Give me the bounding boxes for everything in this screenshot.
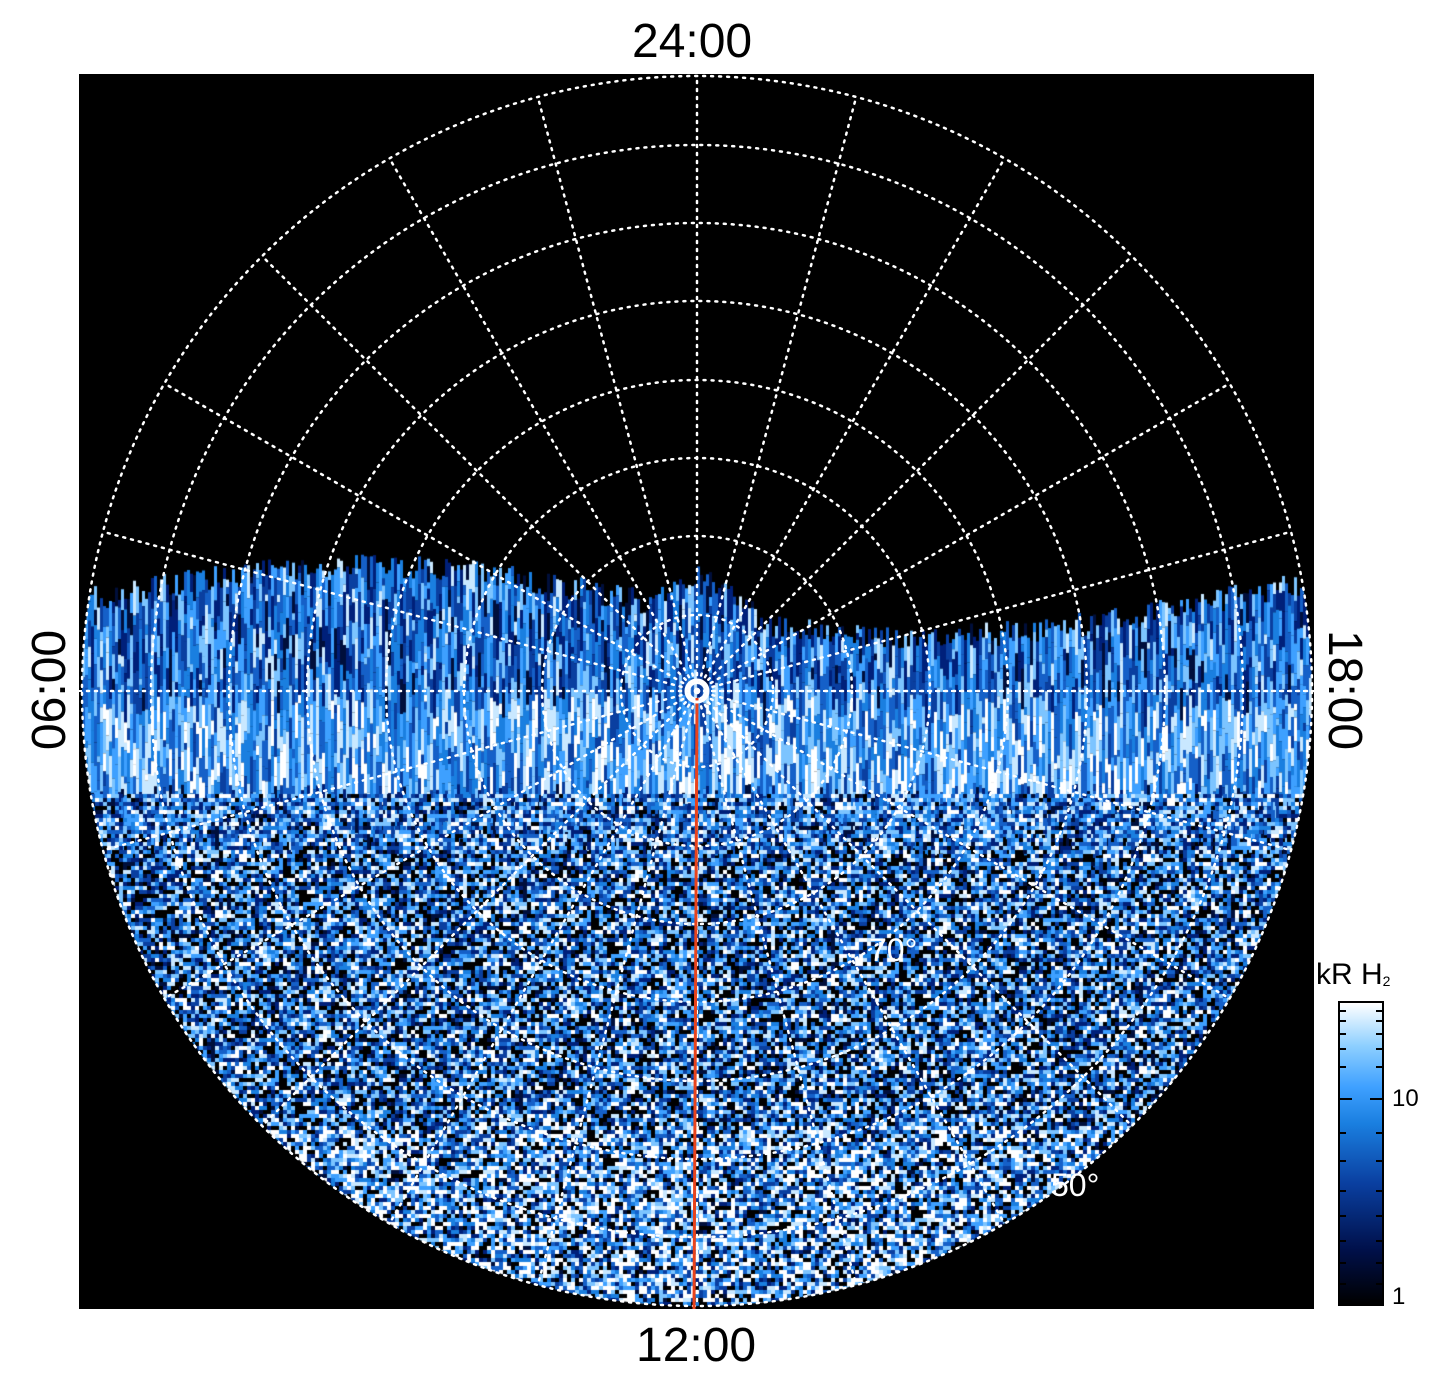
colorbar-minor-tick [1340,1160,1346,1162]
meridian-line [695,95,858,693]
colorbar [1338,1001,1384,1306]
polar-grid-overlay: 70° 50° [79,74,1314,1309]
latitude-circle [227,221,1167,1161]
colorbar-minor-tick [1376,1160,1382,1162]
colorbar-subscript: 2 [1382,973,1391,989]
polar-projection-panel: 70° 50° [79,74,1314,1309]
colorbar-minor-tick [1376,1001,1382,1003]
meridian-line [695,157,1006,693]
colorbar-minor-tick [1340,1132,1346,1134]
colorbar-title: kR H2 [1316,958,1390,992]
latitude-50-label: 50° [1051,1167,1099,1203]
latitude-70-label: 70° [869,932,917,968]
colorbar-minor-tick [1340,1033,1346,1035]
colorbar-minor-tick [1340,1262,1346,1264]
colorbar-minor-tick [1340,1215,1346,1217]
meridian-line [695,254,1134,693]
colorbar-minor-tick [1376,1262,1382,1264]
colorbar-minor-tick [1340,1020,1346,1022]
colorbar-minor-tick [1376,1240,1382,1242]
colorbar-unit: kR H [1316,958,1383,991]
colorbar-minor-tick [1376,1215,1382,1217]
colorbar-minor-tick [1376,1048,1382,1050]
colorbar-minor-tick [1340,1066,1346,1068]
local-time-18-label: 18:00 [1318,629,1371,751]
meridian-line [695,530,1293,693]
colorbar-minor-tick [1376,1190,1382,1192]
colorbar-minor-tick [1376,1010,1382,1012]
colorbar-tick-10: 10 [1392,1085,1419,1112]
meridian-line [388,689,699,1225]
colorbar-minor-tick [1340,1001,1346,1003]
colorbar-minor-tick [1376,1283,1382,1285]
colorbar-minor-tick [1340,1190,1346,1192]
colorbar-minor-tick [1340,1098,1352,1100]
noon-meridian-line [692,697,699,1309]
meridian-line [695,382,1231,693]
meridian-line [536,689,699,1287]
colorbar-minor-tick [1340,1240,1346,1242]
colorbar-minor-tick [1370,1300,1382,1302]
colorbar-minor-tick [1376,1020,1382,1022]
meridian-line [695,689,1231,1000]
meridian-line [695,689,1006,1225]
meridian-line [536,95,699,693]
colorbar-minor-tick [1340,1300,1352,1302]
meridian-line [101,689,699,852]
local-time-12-label: 12:00 [636,1319,757,1372]
meridian-line [388,157,699,693]
meridian-line [163,689,699,1000]
colorbar-minor-tick [1376,1066,1382,1068]
meridian-line [695,689,1134,1128]
meridian-line [101,530,699,693]
meridian-line [695,689,858,1287]
pole-marker-icon [684,678,710,704]
local-time-24-label: 24:00 [632,15,753,68]
colorbar-minor-tick [1376,1132,1382,1134]
meridian-line [260,689,699,1128]
colorbar-minor-tick [1376,1033,1382,1035]
colorbar-minor-tick [1340,1048,1346,1050]
meridian-line [260,254,699,693]
meridian-line [163,382,699,693]
meridian-line [695,689,1293,852]
colorbar-minor-tick [1340,1283,1346,1285]
local-time-06-label: 06:00 [23,629,76,751]
colorbar-minor-tick [1340,1010,1346,1012]
colorbar-minor-tick [1370,1098,1382,1100]
colorbar-tick-1: 1 [1392,1283,1406,1310]
